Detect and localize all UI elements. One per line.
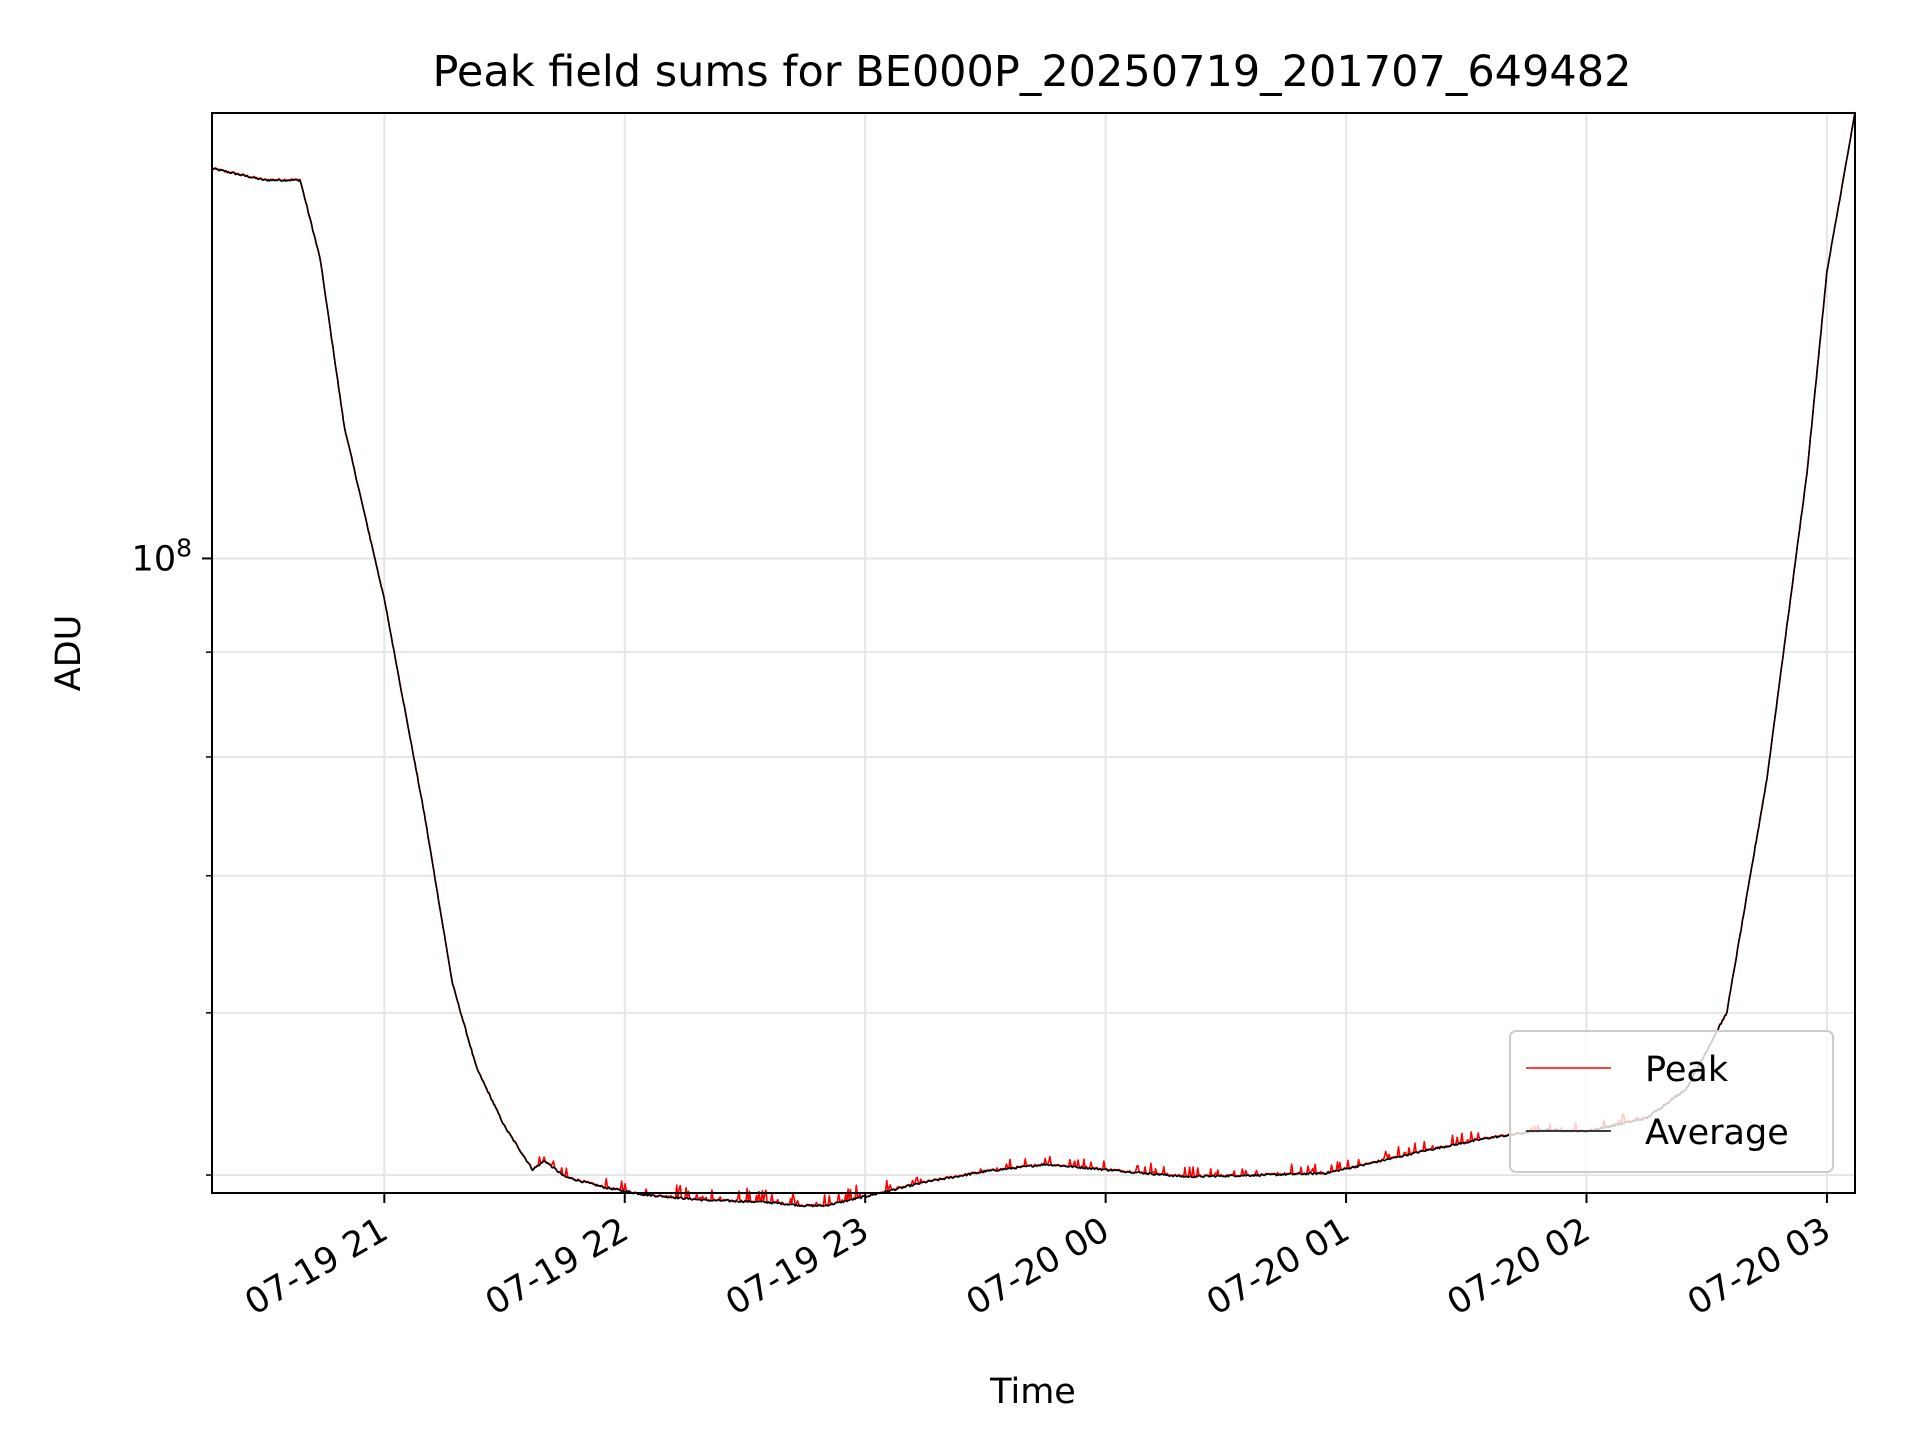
grid-layer	[212, 113, 1855, 1193]
legend-label-peak: Peak	[1645, 1050, 1729, 1090]
plot-frame	[211, 112, 1856, 1194]
y-tick-label: 108	[132, 533, 192, 579]
y-axis-label: ADU	[49, 615, 89, 692]
legend: Peak Average	[1509, 1030, 1834, 1173]
y-axis: 108	[132, 533, 212, 1176]
x-axis-label: Time	[989, 1372, 1076, 1412]
legend-box	[1509, 1030, 1834, 1173]
legend-label-average: Average	[1645, 1113, 1789, 1153]
chart-title: Peak field sums for BE000P_20250719_2017…	[433, 47, 1632, 97]
